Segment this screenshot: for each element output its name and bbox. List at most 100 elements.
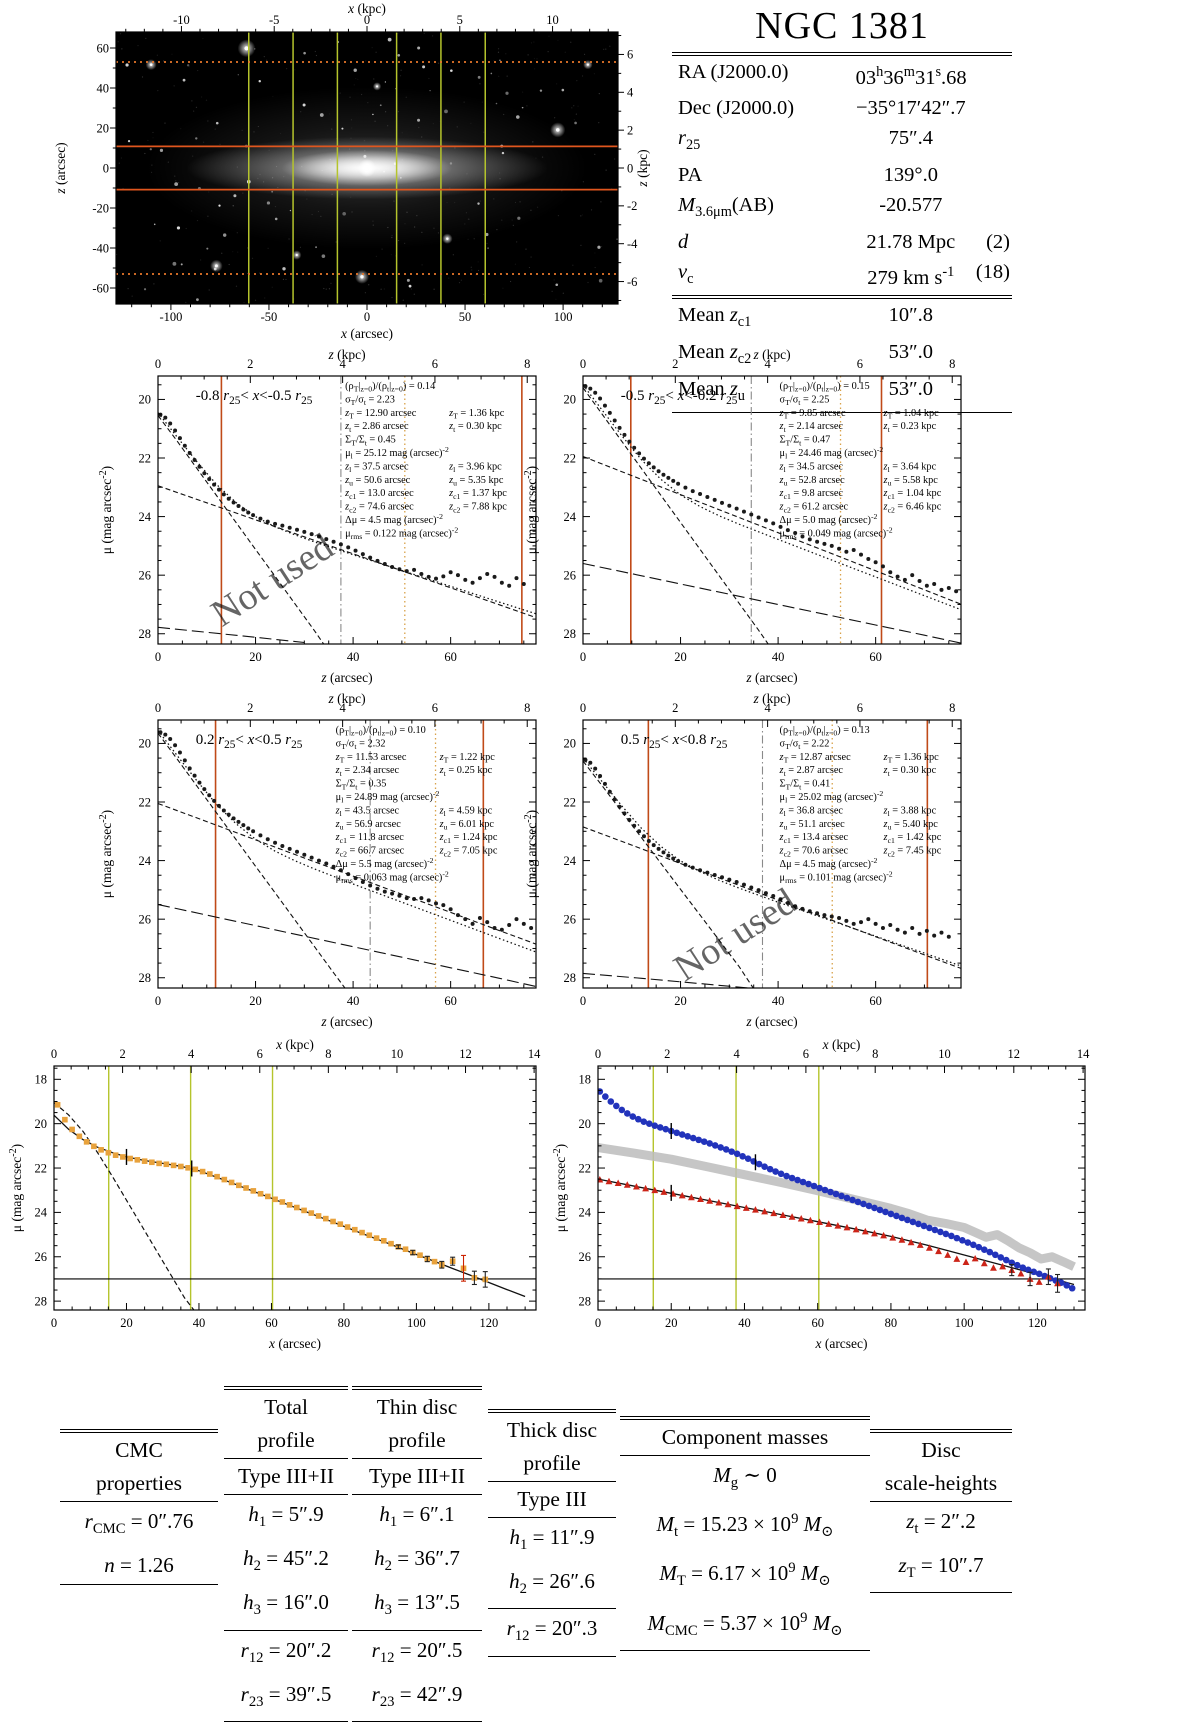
fit-annotation: zt = 0.25 kpc [439, 765, 493, 778]
x-tick-label: 20 [674, 650, 687, 664]
y-tick-label: 22 [564, 451, 577, 465]
table-row: h1 = 5″.9 [248, 1502, 324, 1531]
fit-annotation: Δμ = 4.5 mag (arcsec)-2 [345, 512, 443, 526]
x2-tick-label: 10 [391, 1047, 404, 1061]
x2-tick-label: 0 [155, 357, 161, 371]
double-rule [60, 1429, 218, 1433]
x2-tick-label: 8 [872, 1047, 878, 1061]
fit-annotation: zt = 2.34 arcsec [335, 765, 400, 778]
x2-tick-label: 6 [432, 701, 438, 715]
y2-tick-label: 2 [627, 123, 633, 137]
y-tick-label: 40 [97, 81, 110, 95]
single-rule [488, 1481, 616, 1482]
series-thick-disc-model [158, 802, 536, 945]
thick-disc-profile-table: Thick disc profile Type III h1 = 11″.9 h2 = … [488, 1408, 616, 1658]
double-rule [870, 1429, 1012, 1433]
plot-range-label: -0.5 r25< x<-0.2 r25 [621, 388, 738, 407]
fit-annotation: ΣT/Σt = 0.41 [780, 779, 831, 792]
info-label: vc [678, 261, 694, 288]
y-axis-title: μ (mag arcsec-2) [98, 810, 114, 898]
sky-field [116, 32, 618, 304]
table-header: Thin disc [376, 1395, 458, 1419]
x2-axis-title: x (kpc) [275, 1038, 314, 1052]
plot-frame [115, 31, 619, 305]
fit-annotation: zT = 1.36 kpc [883, 752, 940, 765]
fit-annotation: zl = 3.88 kpc [883, 805, 937, 818]
fit-annotation: μrms = 0.049 mag (arcsec)-2 [780, 525, 893, 541]
plot-frame [157, 719, 537, 989]
table-row: r12 = 20″.3 [506, 1616, 598, 1645]
fit-annotation: Δμ = 5.5 mag (arcsec)-2 [336, 856, 434, 870]
x2-tick-label: 0 [51, 1047, 57, 1061]
fit-annotation: zc1 = 1.04 kpc [883, 488, 942, 501]
single-rule [224, 1629, 348, 1631]
x-tick-label: 0 [155, 650, 161, 664]
error-bar [471, 1270, 477, 1286]
y-tick-label: 20 [564, 737, 577, 751]
y2-axis-title: z (kpc) [635, 149, 650, 187]
single-rule [620, 1649, 870, 1651]
info-row: PA 139°.0 [672, 160, 1012, 190]
y-tick-label: 60 [97, 41, 110, 55]
series-thin-disc-model [583, 760, 754, 988]
info-reference: (2) [986, 231, 1010, 254]
y-tick-label: 26 [139, 568, 152, 582]
info-label: RA (J2000.0) [678, 61, 789, 83]
error-bar [439, 1260, 445, 1269]
single-rule [224, 1720, 348, 1722]
fit-annotation: zc1 = 1.24 kpc [439, 832, 498, 845]
info-value: −35°17′42″.7 [855, 96, 966, 119]
info-row: Dec (J2000.0) −35°17′42″.7 [672, 93, 1012, 123]
single-rule [352, 1494, 482, 1495]
fit-annotation: zc1 = 13.4 arcsec [779, 832, 849, 845]
y-tick-label: 28 [35, 1294, 48, 1308]
thin-disc-profile-table: Thin disc profile Type III+II h1 = 6″.1 h2 =… [352, 1385, 482, 1723]
fit-annotation: zt = 0.30 kpc [448, 421, 502, 434]
error-bar [482, 1271, 488, 1288]
x-tick-label: 80 [338, 1316, 351, 1330]
x-tick-label: 50 [459, 310, 472, 324]
y-tick-label: 18 [579, 1073, 592, 1087]
x-tick-label: 20 [674, 994, 687, 1008]
x-tick-label: 40 [772, 650, 785, 664]
x-tick-label: 40 [772, 994, 785, 1008]
info-reference [966, 300, 1012, 337]
x-tick-label: 100 [955, 1316, 974, 1330]
fit-annotation: zc1 = 11.8 arcsec [335, 832, 405, 845]
x-axis-title: z (arcsec) [745, 670, 797, 685]
table-header: Disc [921, 1438, 961, 1462]
x2-tick-label: 14 [1077, 1047, 1090, 1061]
double-rule [352, 1386, 482, 1390]
series-observed-profile [158, 730, 534, 932]
y2-tick-label: 6 [627, 48, 633, 62]
info-label: Mean zc2 [678, 341, 752, 368]
fit-annotation: zc2 = 74.6 arcsec [344, 502, 414, 515]
fit-annotation: zT = 1.04 kpc [883, 408, 940, 421]
y-tick-label: 26 [564, 912, 577, 926]
x-axis-title: z (arcsec) [320, 670, 372, 685]
fit-annotation: zt = 2.86 arcsec [344, 421, 409, 434]
series-thick-disc-model [583, 826, 961, 969]
double-rule [488, 1409, 616, 1413]
x2-tick-label: 8 [949, 357, 955, 371]
series-thin-disc-model [158, 415, 325, 644]
y-axis-title: μ (mag arcsec-2) [98, 466, 114, 554]
info-reference [966, 93, 1012, 123]
y-tick-label: 28 [579, 1294, 592, 1308]
x-tick-label: 40 [193, 1316, 206, 1330]
fit-annotation: zc1 = 1.37 kpc [448, 488, 507, 501]
fit-annotation: zT = 9.85 arcsec [779, 408, 846, 421]
fit-annotation: zu = 5.40 kpc [883, 819, 939, 832]
axes [582, 720, 961, 988]
fit-annotation: zt = 2.87 arcsec [779, 765, 844, 778]
series-total-model [158, 412, 536, 615]
fit-annotation: μl = 24.89 mag (arcsec)-2 [336, 789, 440, 805]
table-header: profile [257, 1428, 315, 1452]
fit-annotation: σT/σt = 2.32 [336, 738, 386, 751]
single-rule [488, 1655, 616, 1657]
x2-tick-label: 2 [247, 357, 253, 371]
info-row: d 21.78 Mpc (2) [672, 227, 1012, 257]
